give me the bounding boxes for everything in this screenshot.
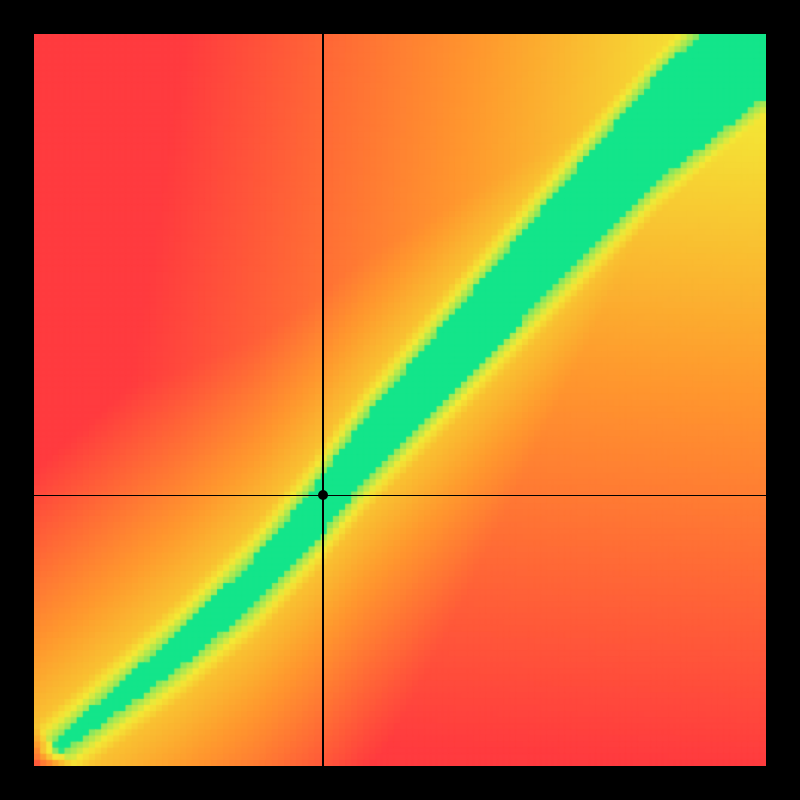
crosshair-vertical <box>322 34 323 766</box>
frame-right <box>766 0 800 800</box>
crosshair-marker <box>318 490 328 500</box>
frame-left <box>0 0 34 800</box>
bottleneck-heatmap <box>34 34 766 766</box>
frame-bottom <box>0 766 800 800</box>
frame-top <box>0 0 800 34</box>
crosshair-horizontal <box>34 495 766 496</box>
chart-container: TheBottleneck.com <box>0 0 800 800</box>
